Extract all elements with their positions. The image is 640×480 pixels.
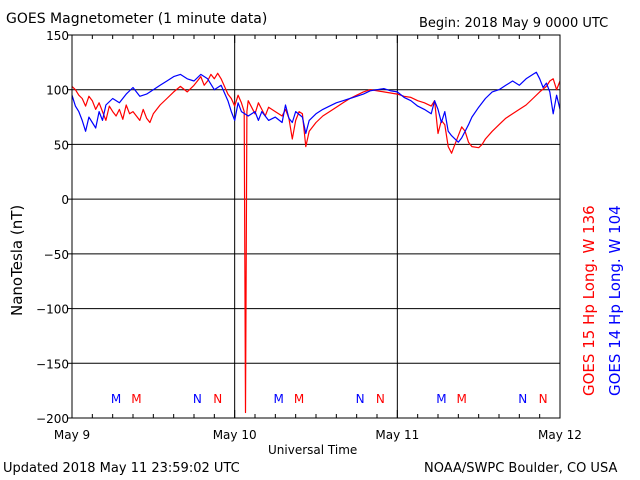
x-tick-label: May 10 [213,428,257,442]
y-tick-label: −200 [36,412,69,426]
goes14-label: GOES 14 Hp Long. W 104 [606,205,624,396]
midnight-marker: M [436,392,446,406]
noon-marker: N [356,392,365,406]
goes15-line [71,72,561,414]
updated-timestamp: Updated 2018 May 11 23:59:02 UTC [3,461,240,476]
goes15-label: GOES 15 Hp Long. W 136 [580,205,598,396]
plot-frame [71,34,561,419]
y-tick-label: −100 [36,303,69,317]
noon-marker: N [213,392,222,406]
y-tick-label: −50 [44,248,69,262]
x-tick-label: May 12 [538,428,582,442]
y-tick-label: 50 [54,138,69,152]
noon-marker: N [539,392,548,406]
goes14-line [71,71,561,143]
source-credit: NOAA/SWPC Boulder, CO USA [424,461,618,476]
midnight-marker: M [274,392,284,406]
x-axis-label: Universal Time [268,443,358,457]
x-tick-label: May 9 [54,428,90,442]
noon-marker: N [193,392,202,406]
x-tick-label: May 11 [375,428,419,442]
series-lines [71,71,561,414]
begin-time: Begin: 2018 May 9 0000 UTC [419,16,609,31]
midnight-marker: M [111,392,121,406]
y-tick-label: 100 [46,84,69,98]
y-tick-label: 150 [46,29,69,43]
midnight-marker: M [457,392,467,406]
y-axis-label: NanoTesla (nT) [8,204,26,316]
midnight-marker: M [294,392,304,406]
axes: 150 100 50 0 −50 −100 −150 −200 May 9 May 10 May 1… [36,29,582,442]
chart-title: GOES Magnetometer (1 minute data) [6,11,268,27]
noon-marker: N [376,392,385,406]
midnight-marker: M [131,392,141,406]
y-tick-label: 0 [61,193,69,207]
grid [71,34,561,419]
y-tick-label: −150 [36,357,69,371]
noon-marker: N [518,392,527,406]
